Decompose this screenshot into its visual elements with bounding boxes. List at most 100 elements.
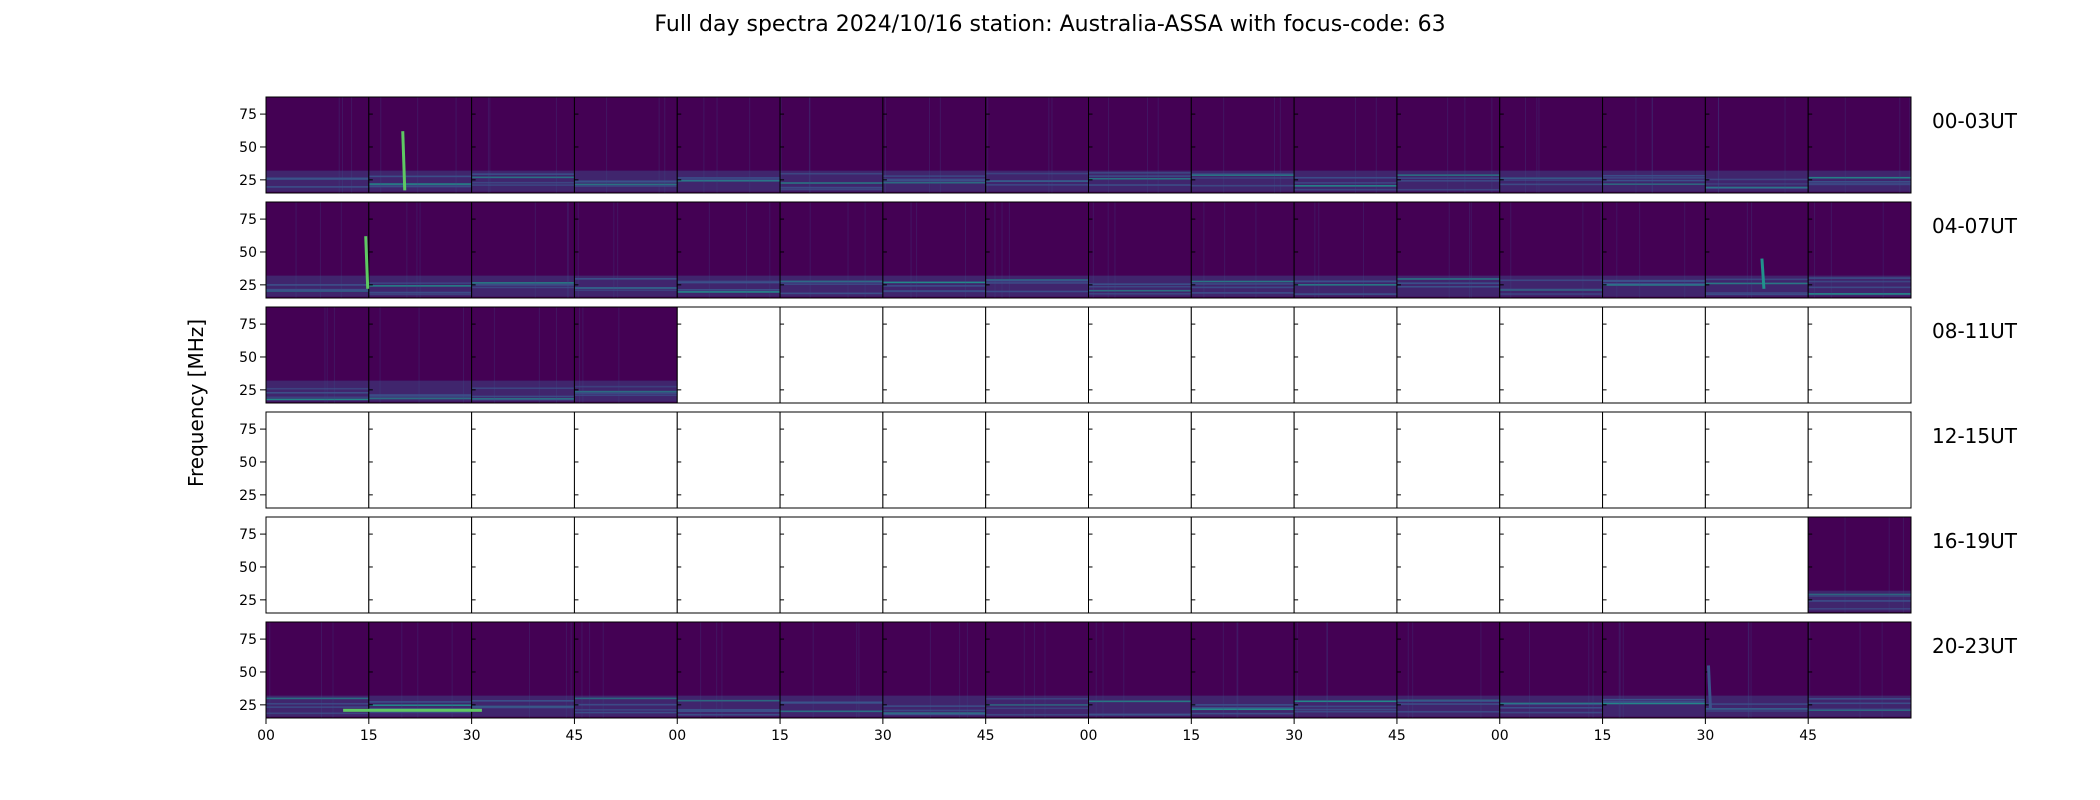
emission-line: [368, 711, 472, 714]
emission-line: [780, 172, 883, 175]
emission-line: [1396, 174, 1500, 176]
noise-streak: [1001, 202, 1003, 298]
noise-streak: [1224, 202, 1226, 298]
emission-line: [1088, 713, 1192, 716]
emission-line: [1294, 182, 1397, 184]
noise-streak: [1223, 97, 1225, 193]
empty-panel: [985, 307, 1089, 403]
noise-streak: [1470, 202, 1472, 298]
emission-line: [1191, 704, 1295, 706]
noise-streak: [864, 202, 866, 298]
x-tick-label: 15: [1182, 728, 1200, 744]
noise-streak: [910, 202, 912, 298]
noise-streak: [1844, 517, 1846, 613]
emission-line: [985, 697, 1089, 700]
spectrum-panel: [368, 307, 472, 403]
emission-line: [677, 177, 781, 179]
emission-line: [471, 705, 575, 708]
empty-panel: [1602, 307, 1706, 403]
row-label: 20-23UT: [1932, 634, 2018, 658]
emission-line: [1808, 709, 1911, 712]
emission-line: [780, 292, 883, 295]
panel-frame: [1807, 411, 1912, 509]
spectrum-panel: [1191, 97, 1295, 193]
spectrum-panel: [574, 97, 678, 193]
row-label: 12-15UT: [1932, 424, 2018, 448]
x-tick-label: 45: [566, 728, 584, 744]
emission-line: [1499, 703, 1603, 706]
emission-line: [1294, 284, 1397, 286]
spectrum-panel: [574, 622, 678, 718]
empty-panel: [368, 517, 472, 613]
emission-line: [1191, 174, 1295, 176]
spectrum-panel: [266, 97, 369, 193]
y-tick-label: 75: [239, 632, 257, 648]
empty-panel: [1705, 412, 1809, 508]
empty-panel: [1705, 307, 1809, 403]
noise-streak: [929, 97, 931, 193]
emission-line: [1294, 708, 1397, 711]
emission-line: [1191, 177, 1295, 179]
low-band: [985, 275, 1089, 297]
empty-panel: [1396, 517, 1500, 613]
emission-line: [1396, 282, 1500, 284]
emission-line: [368, 175, 472, 178]
emission-line: [368, 397, 472, 400]
emission-line: [368, 707, 472, 710]
emission-line: [1088, 289, 1192, 292]
noise-streak: [1051, 97, 1053, 193]
bright-emission-line: [343, 708, 482, 712]
noise-streak: [295, 202, 297, 298]
noise-streak: [812, 622, 814, 718]
emission-line: [677, 178, 781, 181]
noise-streak: [342, 97, 344, 193]
emission-line: [1602, 701, 1706, 703]
emission-line: [1294, 710, 1397, 713]
empty-panel: [780, 412, 883, 508]
empty-panel: [1191, 517, 1295, 613]
noise-streak: [321, 622, 323, 718]
noise-streak: [1480, 622, 1482, 718]
emission-line: [1808, 183, 1911, 186]
noise-streak: [1888, 517, 1890, 613]
radio-burst: [1760, 258, 1766, 289]
emission-line: [882, 285, 986, 287]
low-band: [1602, 275, 1706, 297]
noise-streak: [1033, 622, 1035, 718]
emission-line: [1705, 183, 1809, 185]
noise-streak: [1279, 97, 1281, 193]
emission-line: [1808, 593, 1911, 596]
emission-line: [1191, 184, 1295, 187]
noise-streak: [567, 202, 569, 298]
emission-line: [985, 713, 1089, 716]
emission-line: [266, 288, 369, 291]
emission-line: [471, 387, 575, 390]
empty-panel: [1499, 517, 1603, 613]
empty-panel: [574, 412, 678, 508]
low-band: [266, 380, 369, 402]
emission-line: [1396, 177, 1500, 179]
emission-line: [1191, 708, 1295, 711]
emission-line: [1602, 177, 1706, 179]
spectrum-panel: [1602, 97, 1706, 193]
noise-streak: [455, 97, 457, 193]
noise-streak: [1464, 97, 1466, 193]
x-tick-label: 00: [1080, 728, 1098, 744]
y-tick-label: 75: [239, 527, 257, 543]
emission-line: [1191, 173, 1295, 175]
noise-streak: [1651, 97, 1653, 193]
emission-line: [677, 280, 781, 283]
emission-line: [1808, 698, 1911, 700]
x-tick-label: 30: [463, 728, 481, 744]
low-band: [1191, 695, 1295, 717]
noise-streak: [1092, 202, 1094, 298]
noise-streak: [340, 202, 342, 298]
y-tick-label: 50: [239, 350, 257, 366]
empty-panel: [368, 412, 472, 508]
emission-line: [1499, 293, 1603, 295]
noise-streak: [538, 307, 540, 403]
emission-line: [368, 291, 472, 294]
noise-streak: [939, 97, 941, 193]
emission-line: [1808, 607, 1911, 610]
noise-streak: [1899, 97, 1901, 193]
